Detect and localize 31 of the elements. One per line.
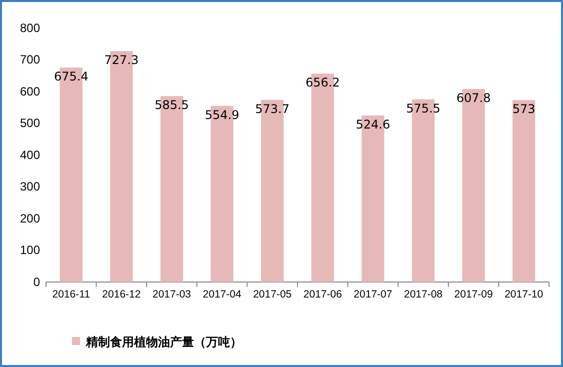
y-tick-label: 500	[20, 116, 40, 130]
data-label: 575.5	[406, 101, 440, 116]
data-label: 573.7	[255, 102, 290, 116]
bar	[512, 100, 536, 282]
x-tick-label: 2017-05	[253, 288, 292, 300]
data-label: 573	[512, 102, 536, 116]
data-label: 656.2	[305, 76, 340, 90]
x-tick-label: 2017-06	[303, 288, 342, 300]
data-label: 607.8	[456, 91, 491, 106]
x-tick-label: 2017-07	[354, 288, 392, 300]
data-label: 524.6	[356, 117, 390, 132]
legend-label: 精制食用植物油产量（万吨）	[85, 335, 242, 349]
y-tick-label: 800	[20, 20, 40, 35]
y-tick-label: 200	[20, 211, 40, 226]
data-label: 675.4	[54, 70, 88, 84]
x-tick-label: 2017-10	[504, 288, 544, 300]
x-tick-label: 2017-09	[454, 288, 493, 300]
x-tick-label: 2016-12	[102, 288, 141, 300]
x-tick-label: 2017-03	[152, 288, 192, 300]
data-label: 554.9	[204, 108, 240, 122]
x-tick-label: 2016-11	[52, 288, 90, 300]
data-label: 727.3	[104, 53, 139, 68]
data-label: 585.5	[154, 98, 189, 112]
x-tick-label: 2017-04	[202, 288, 242, 300]
y-tick-label: 600	[20, 84, 40, 98]
y-tick-label: 300	[20, 180, 40, 194]
x-tick-label: 2017-08	[404, 288, 443, 300]
y-tick-label: 0	[33, 274, 40, 289]
y-tick-label: 700	[20, 52, 40, 67]
y-tick-label: 400	[20, 148, 40, 162]
y-tick-label: 100	[20, 243, 40, 258]
